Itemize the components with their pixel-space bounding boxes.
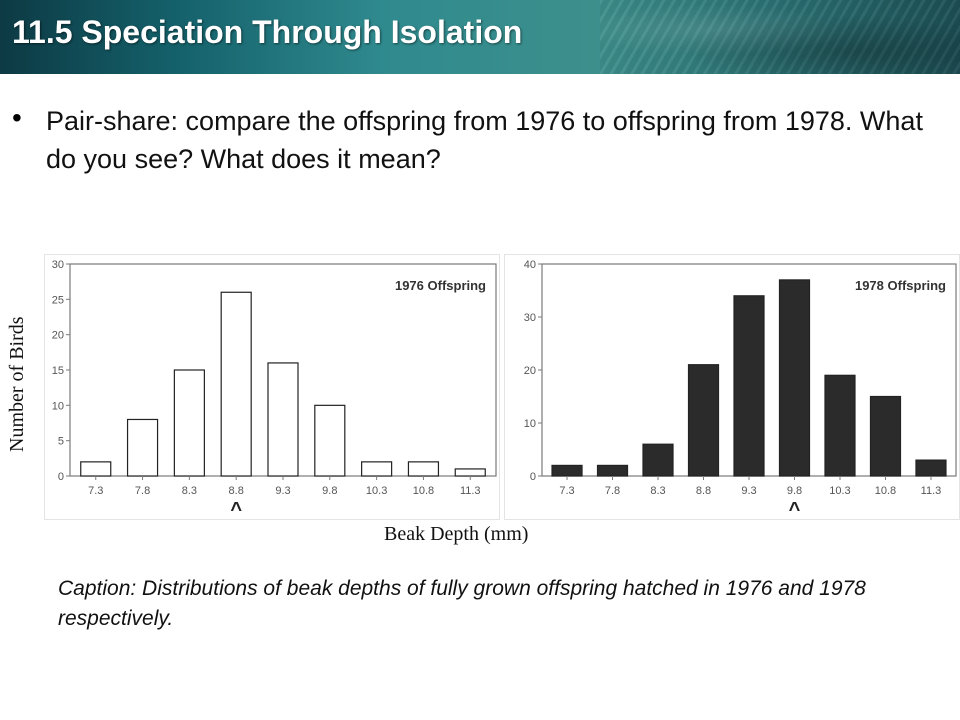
bar xyxy=(551,464,583,477)
x-tick-label: 10.3 xyxy=(829,485,850,497)
bar xyxy=(869,395,902,477)
chart-1976: 0 5 10 15 20 25 30 7.3 7.8 8.3 8.8 ^ 9.3 9.8 10.3 10.8 1… xyxy=(44,254,500,520)
chart-title: 1976 Offspring xyxy=(395,278,486,293)
bar xyxy=(454,468,486,477)
y-tick-label: 10 xyxy=(524,418,536,430)
chart-title: 1978 Offspring xyxy=(855,278,946,293)
x-tick-label: 7.3 xyxy=(559,485,574,497)
bar xyxy=(407,461,440,477)
y-tick-label: 30 xyxy=(52,259,64,271)
bar xyxy=(361,461,393,477)
mean-marker: ^ xyxy=(230,499,242,520)
bar xyxy=(733,295,765,477)
y-tick-label: 0 xyxy=(530,471,536,483)
x-tick-label: 9.8 xyxy=(787,485,802,497)
bar xyxy=(596,464,629,477)
bar xyxy=(778,279,811,477)
x-tick-label: 7.8 xyxy=(605,485,620,497)
x-tick-label: 9.3 xyxy=(741,485,756,497)
y-axis-label: Number of Birds xyxy=(6,316,28,452)
x-tick-label: 7.3 xyxy=(88,485,103,497)
chart-1978: 0 10 20 30 40 7.3 7.8 8.3 8.8 9.3 9.8 ^ 10.3 10.8 11.3… xyxy=(504,254,960,520)
bar xyxy=(173,369,205,477)
y-tick-label: 0 xyxy=(58,471,64,483)
y-tick-label: 30 xyxy=(524,312,536,324)
slide-title: 11.5 Speciation Through Isolation xyxy=(12,14,523,50)
y-tick-label: 10 xyxy=(52,400,64,412)
header-texture xyxy=(600,0,960,74)
panel-frame xyxy=(504,254,960,520)
y-tick-label: 40 xyxy=(524,259,536,271)
x-tick-label: 8.3 xyxy=(182,485,197,497)
x-tick-label: 10.8 xyxy=(875,485,896,497)
x-axis-label: Beak Depth (mm) xyxy=(384,523,529,545)
bullet-text: Pair-share: compare the offspring from 1… xyxy=(46,106,923,174)
bar xyxy=(126,418,159,477)
bar xyxy=(915,459,947,477)
bullet-symbol: • xyxy=(12,102,22,133)
bar xyxy=(220,291,252,477)
x-tick-label: 10.3 xyxy=(366,485,387,497)
bar xyxy=(642,443,674,477)
mean-marker: ^ xyxy=(789,499,801,520)
y-tick-label: 5 xyxy=(58,436,64,448)
x-tick-label: 10.8 xyxy=(413,485,434,497)
figure-caption: Caption: Distributions of beak depths of… xyxy=(58,577,866,630)
x-tick-label: 8.8 xyxy=(229,485,244,497)
y-tick-label: 15 xyxy=(52,365,64,377)
bar xyxy=(267,362,299,477)
bar xyxy=(687,364,720,477)
x-tick-label: 9.3 xyxy=(275,485,290,497)
y-tick-label: 25 xyxy=(52,294,64,306)
slide-header: 11.5 Speciation Through Isolation xyxy=(0,0,960,74)
y-tick-label: 20 xyxy=(52,330,64,342)
x-tick-label: 9.8 xyxy=(322,485,337,497)
x-tick-label: 7.8 xyxy=(135,485,150,497)
x-tick-label: 8.8 xyxy=(696,485,711,497)
bar xyxy=(314,404,346,477)
bar xyxy=(824,374,856,477)
x-tick-label: 11.3 xyxy=(460,485,481,497)
x-tick-label: 11.3 xyxy=(921,485,942,497)
bar xyxy=(80,461,112,477)
x-tick-label: 8.3 xyxy=(650,485,665,497)
y-tick-label: 20 xyxy=(524,365,536,377)
